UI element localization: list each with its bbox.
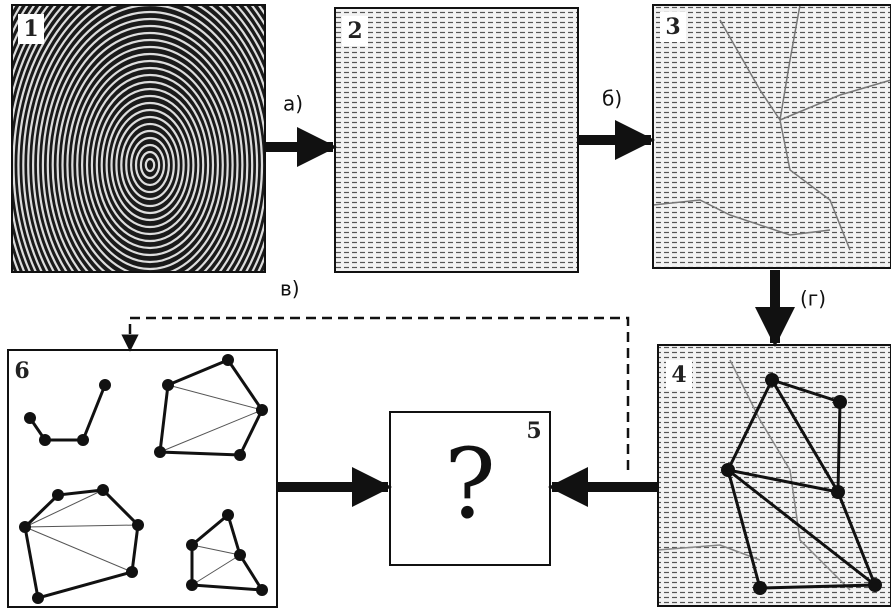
panel-label: 2	[347, 18, 362, 44]
panel-label: 6	[14, 358, 29, 384]
panel-result: 5 ?	[390, 412, 550, 565]
panel-label: 4	[671, 362, 686, 388]
step-label: (г)	[800, 287, 826, 311]
panel-label: 3	[665, 14, 680, 40]
panel-orientation: 2	[335, 8, 578, 272]
panel-fingerprint: 1	[0, 0, 331, 423]
panel-segmentation: 3	[653, 5, 891, 268]
step-label: б)	[602, 87, 622, 111]
diagram: 1 2 3 4 5 ? 6	[0, 0, 891, 611]
panel-graphs: 6	[8, 350, 277, 607]
panel-graph: 4	[658, 345, 891, 606]
question-mark: ?	[444, 428, 495, 540]
panel-label: 1	[23, 16, 38, 42]
panel-label: 5	[526, 418, 541, 444]
step-label: а)	[283, 92, 303, 116]
step-label: в)	[280, 277, 300, 301]
